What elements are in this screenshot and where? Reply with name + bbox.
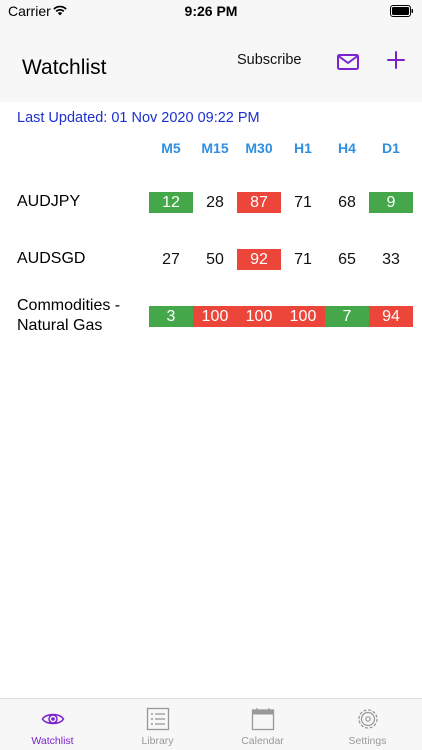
- column-header-d1: D1: [382, 140, 400, 156]
- value-cell-h1: 100: [281, 306, 325, 327]
- carrier-label: Carrier: [8, 3, 51, 19]
- gear-icon: [358, 709, 378, 729]
- subscribe-button[interactable]: Subscribe: [237, 52, 302, 68]
- value-cell-m5: 3: [149, 306, 193, 327]
- column-header-m30: M30: [245, 140, 273, 156]
- value-cell-h4: 68: [338, 194, 356, 211]
- page-title: Watchlist: [22, 56, 107, 79]
- column-header-m15: M15: [201, 140, 229, 156]
- tab-label: Watchlist: [31, 735, 74, 747]
- column-header-m5: M5: [161, 140, 181, 156]
- value-cell-h4: 7: [325, 306, 369, 327]
- last-updated-label: Last Updated: 01 Nov 2020 09:22 PM: [17, 110, 260, 126]
- row-label: AUDSGD: [17, 250, 86, 267]
- eye-icon: [41, 713, 65, 725]
- tab-label: Library: [141, 735, 174, 747]
- mail-button[interactable]: [336, 52, 360, 72]
- value-cell-m15: 50: [206, 251, 224, 268]
- clock: 9:26 PM: [184, 3, 238, 19]
- column-header-row: M5 M15 M30 H1 H4 D1: [0, 140, 422, 158]
- value-cell-m30: 87: [237, 192, 281, 213]
- column-header-h4: H4: [338, 140, 356, 156]
- calendar-icon: [251, 708, 275, 731]
- status-bar: Carrier 9:26 PM: [0, 0, 422, 24]
- value-cell-h4: 65: [338, 251, 356, 268]
- nav-bar: Watchlist Subscribe: [0, 24, 422, 102]
- tab-calendar[interactable]: Calendar: [210, 699, 315, 750]
- value-cell-h1: 71: [294, 251, 312, 268]
- value-cell-m30: 100: [237, 306, 281, 327]
- value-cell-h1: 71: [294, 194, 312, 211]
- tab-library[interactable]: Library: [105, 699, 210, 750]
- add-button[interactable]: [386, 50, 406, 70]
- value-cell-d1: 33: [382, 251, 400, 268]
- row-label: AUDJPY: [17, 193, 81, 210]
- value-cell-m30: 92: [237, 249, 281, 270]
- battery-icon: [390, 5, 413, 17]
- plus-icon: [387, 51, 405, 69]
- value-cell-d1: 9: [369, 192, 413, 213]
- list-icon: [146, 707, 170, 731]
- value-cell-m15: 100: [193, 306, 237, 327]
- tab-watchlist[interactable]: Watchlist: [0, 699, 105, 750]
- row-label: Commodities - Natural Gas: [17, 297, 121, 334]
- tab-settings[interactable]: Settings: [315, 699, 420, 750]
- mail-icon: [337, 54, 359, 70]
- value-cell-m5: 12: [149, 192, 193, 213]
- tab-label: Calendar: [241, 735, 284, 747]
- wifi-icon: [53, 5, 67, 16]
- tab-bar: Watchlist Library Calendar Settings: [0, 698, 422, 750]
- value-cell-m15: 28: [206, 194, 224, 211]
- column-header-h1: H1: [294, 140, 312, 156]
- value-cell-d1: 94: [369, 306, 413, 327]
- value-cell-m5: 27: [162, 251, 180, 268]
- tab-label: Settings: [348, 735, 387, 747]
